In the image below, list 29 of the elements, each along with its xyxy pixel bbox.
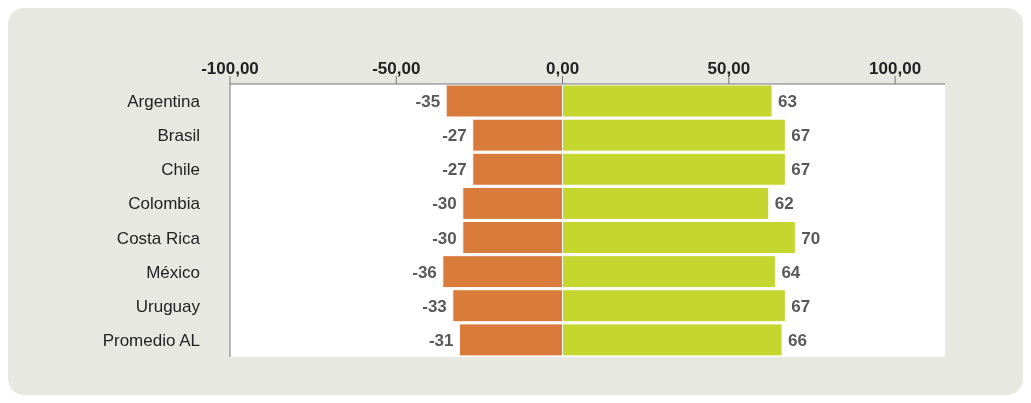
data-label: -30 bbox=[432, 194, 457, 214]
data-label: 66 bbox=[788, 330, 807, 350]
data-label: 67 bbox=[791, 160, 811, 180]
x-tick-label: 0,00 bbox=[546, 59, 580, 78]
data-label: -27 bbox=[442, 160, 467, 180]
y-tick-label: Uruguay bbox=[135, 296, 201, 316]
data-label: -36 bbox=[412, 262, 437, 282]
data-label: -27 bbox=[442, 126, 467, 146]
y-tick-label: Chile bbox=[161, 160, 200, 180]
data-label: 64 bbox=[781, 262, 801, 282]
data-label: -30 bbox=[432, 228, 457, 248]
x-tick-label: -50,00 bbox=[372, 59, 421, 78]
y-tick-label: Brasil bbox=[157, 126, 200, 146]
data-label: 70 bbox=[801, 228, 821, 248]
y-tick-label: Colombia bbox=[128, 194, 201, 214]
data-label: 67 bbox=[791, 126, 811, 146]
y-tick-label: Promedio AL bbox=[102, 330, 200, 350]
x-tick-label: 100,00 bbox=[869, 59, 922, 78]
y-tick-label: Costa Rica bbox=[116, 228, 201, 248]
data-label: 62 bbox=[774, 194, 794, 214]
x-tick-label: -100,00 bbox=[201, 59, 259, 78]
data-label: -33 bbox=[422, 296, 447, 316]
y-tick-label: México bbox=[146, 262, 200, 282]
data-label: -35 bbox=[415, 92, 441, 111]
x-tick-label: 50,00 bbox=[707, 59, 751, 78]
data-label: 63 bbox=[778, 92, 797, 111]
data-label: 67 bbox=[791, 296, 811, 316]
data-label: -31 bbox=[428, 330, 454, 350]
y-tick-label: Argentina bbox=[127, 92, 201, 112]
